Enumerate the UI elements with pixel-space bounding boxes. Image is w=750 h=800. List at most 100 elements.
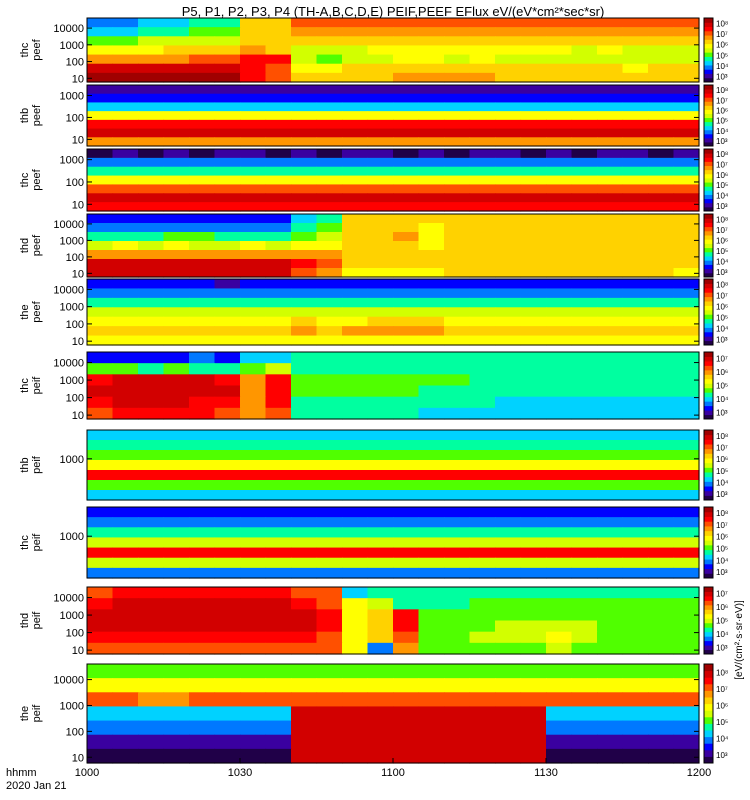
heatmap-cell <box>622 27 649 37</box>
heatmap-cell <box>469 734 496 750</box>
heatmap-cell <box>495 184 522 194</box>
heatmap-cell <box>469 193 496 203</box>
heatmap-cell <box>112 396 139 409</box>
heatmap-cell <box>240 374 267 387</box>
heatmap-cell <box>265 119 292 130</box>
heatmap-cell <box>189 288 216 299</box>
heatmap-cell <box>495 352 522 364</box>
heatmap-cell <box>240 335 267 346</box>
heatmap-cell <box>571 54 598 65</box>
heatmap-cell <box>571 385 598 398</box>
heatmap-cell <box>112 480 139 491</box>
heatmap-cell <box>240 27 267 37</box>
heatmap-cell <box>622 202 649 212</box>
heatmap-cell <box>214 450 241 461</box>
heatmap-cell <box>240 460 267 471</box>
heatmap-cell <box>495 567 522 579</box>
heatmap-cell <box>316 54 343 65</box>
panel-ylabel: thc <box>19 535 31 550</box>
heatmap-cell <box>214 36 241 47</box>
heatmap-cell <box>265 430 292 441</box>
y-tick-label: 10 <box>72 199 84 211</box>
heatmap-cell <box>597 137 624 147</box>
heatmap-cell <box>342 184 369 194</box>
heatmap-cell <box>163 119 190 130</box>
y-tick-label: 10 <box>72 645 84 657</box>
heatmap-cell <box>469 184 496 194</box>
heatmap-cell <box>189 517 216 528</box>
heatmap-cell <box>546 18 573 28</box>
heatmap-cell <box>469 18 496 28</box>
heatmap-cell <box>367 490 394 501</box>
heatmap-cell <box>597 63 624 74</box>
x-tick-label: 1200 <box>687 767 711 779</box>
colorbar-swatch <box>704 723 713 731</box>
heatmap-cell <box>342 748 369 764</box>
heatmap-cell <box>316 440 343 451</box>
heatmap-cell <box>444 149 471 159</box>
heatmap-cell <box>214 326 241 337</box>
heatmap-cell <box>520 232 547 242</box>
heatmap-cell <box>291 734 318 750</box>
heatmap-cell <box>597 45 624 56</box>
colorbar-swatch <box>704 444 713 450</box>
heatmap-cell <box>546 440 573 451</box>
colorbar-swatch <box>704 730 713 738</box>
heatmap-cell <box>418 157 445 168</box>
heatmap-cell <box>469 63 496 74</box>
colorbar-swatch <box>704 365 713 371</box>
heatmap-cell <box>112 128 139 138</box>
heatmap-cell <box>393 326 420 337</box>
heatmap-cell <box>469 352 496 364</box>
heatmap-cell <box>189 547 216 559</box>
heatmap-cell <box>673 567 700 579</box>
colorbar-swatch <box>704 169 713 175</box>
heatmap-cell <box>418 193 445 203</box>
heatmap-cell <box>444 268 471 278</box>
heatmap-cell <box>291 137 318 147</box>
heatmap-cell <box>87 480 114 491</box>
heatmap-cell <box>112 678 139 693</box>
heatmap-cell <box>546 374 573 387</box>
heatmap-cell <box>138 631 165 644</box>
heatmap-cell <box>265 241 292 251</box>
heatmap-cell <box>444 430 471 441</box>
colorbar-tick-label: 10⁴ <box>716 630 729 639</box>
heatmap-cell <box>622 720 649 736</box>
heatmap-cell <box>163 352 190 364</box>
heatmap-cell <box>520 352 547 364</box>
heatmap-cell <box>622 250 649 260</box>
heatmap-cell <box>648 527 675 539</box>
colorbar-swatch <box>704 39 713 45</box>
heatmap-cell <box>342 440 369 451</box>
heatmap-cell <box>189 527 216 539</box>
heatmap-cell <box>444 557 471 569</box>
colorbar-swatch <box>704 287 713 293</box>
heatmap-cell <box>291 18 318 28</box>
heatmap-cell <box>495 166 522 177</box>
heatmap-cell <box>546 678 573 693</box>
heatmap-cell <box>240 480 267 491</box>
heatmap-cell <box>673 326 700 337</box>
heatmap-cell <box>240 193 267 203</box>
heatmap-cell <box>163 720 190 736</box>
heatmap-cell <box>444 102 471 112</box>
heatmap-cell <box>214 547 241 559</box>
heatmap-cell <box>240 537 267 549</box>
heatmap-cell <box>291 547 318 559</box>
heatmap-cell <box>520 734 547 750</box>
colorbar-tick-label: 10⁴ <box>716 734 729 743</box>
heatmap-cell <box>673 734 700 750</box>
colorbar-swatch <box>704 414 713 420</box>
heatmap-cell <box>316 352 343 364</box>
heatmap-cell <box>189 678 216 693</box>
heatmap-cell <box>316 620 343 633</box>
colorbar-frame <box>703 148 714 212</box>
heatmap-cell <box>367 128 394 138</box>
heatmap-cell <box>240 385 267 398</box>
colorbar-swatch <box>704 677 713 685</box>
colorbar-swatch <box>704 352 713 357</box>
heatmap-cell <box>214 72 241 83</box>
heatmap-cell <box>265 517 292 528</box>
colorbar-swatch <box>704 697 713 705</box>
